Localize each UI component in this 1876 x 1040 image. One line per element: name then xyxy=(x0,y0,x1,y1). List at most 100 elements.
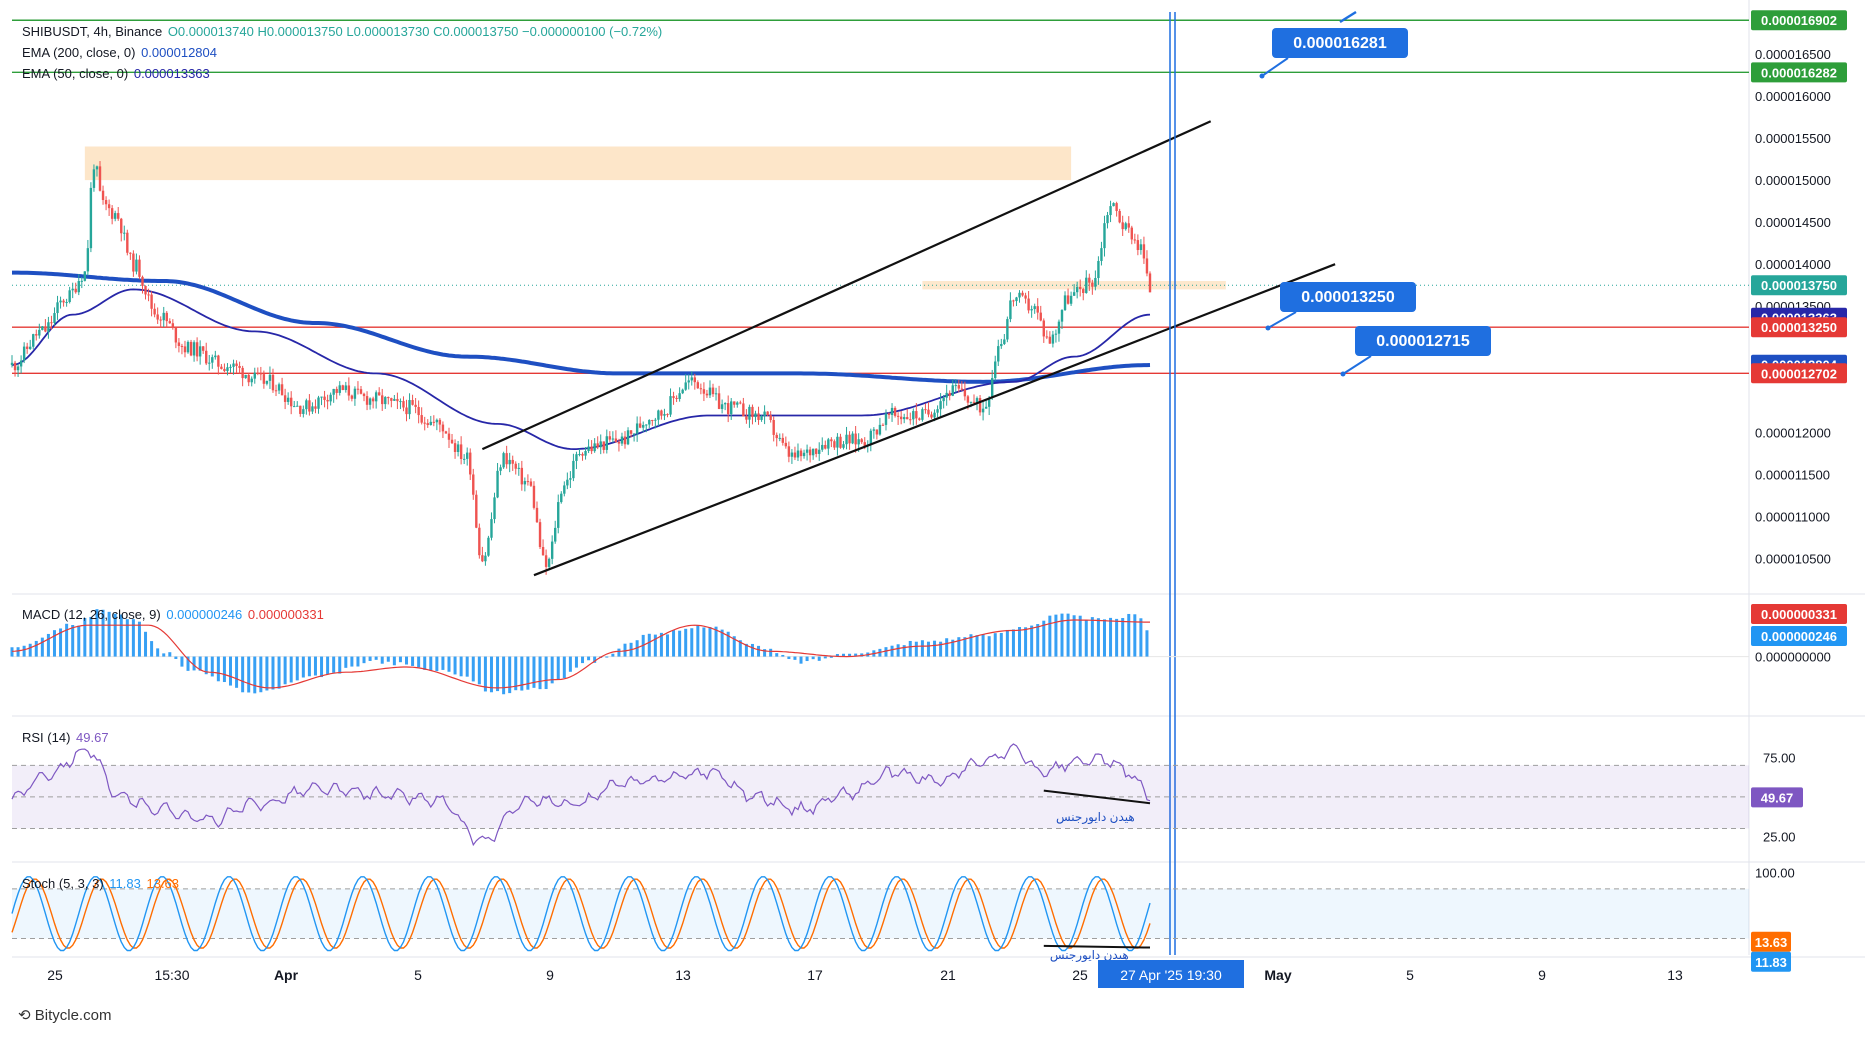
candle-body xyxy=(532,485,536,508)
macd-axis-badge-label: 0.000000331 xyxy=(1761,607,1837,622)
price-axis-badge-label: 0.000016902 xyxy=(1761,13,1837,28)
candle-body xyxy=(101,190,105,201)
callout-pointer xyxy=(1261,57,1289,77)
candle-body xyxy=(1139,244,1143,251)
candle-body xyxy=(699,388,703,390)
macd-histogram-bar xyxy=(702,627,706,657)
macd-histogram-bar xyxy=(1018,627,1022,657)
candle-body xyxy=(174,327,178,343)
candle-body xyxy=(990,378,994,398)
macd-histogram-bar xyxy=(817,656,821,661)
macd-histogram-bar xyxy=(763,649,767,657)
candle-body xyxy=(1118,211,1121,223)
macd-histogram-bar xyxy=(769,648,773,657)
candle-body xyxy=(362,393,366,397)
macd-histogram-bar xyxy=(119,614,123,657)
candle-body xyxy=(323,396,326,400)
time-axis-tick: 9 xyxy=(546,967,554,983)
candle-body xyxy=(614,438,618,442)
stoch-axis-badge xyxy=(1751,931,1791,952)
candle-body xyxy=(581,454,584,456)
candle-body xyxy=(153,308,156,315)
candle-body xyxy=(769,415,772,420)
ema50-value: 0.000013363 xyxy=(133,66,210,81)
candle-body xyxy=(705,393,709,396)
candle-body xyxy=(554,527,557,542)
macd-histogram-bar xyxy=(307,656,311,677)
macd-histogram-bar xyxy=(1030,625,1034,657)
candle-body xyxy=(47,322,50,332)
macd-histogram-bar xyxy=(210,656,214,677)
candle-body xyxy=(587,446,590,452)
candle-body xyxy=(899,416,903,420)
candle-body xyxy=(1036,306,1039,313)
candle-body xyxy=(863,442,866,447)
candle-body xyxy=(232,363,235,367)
candle-body xyxy=(326,399,329,402)
macd-histogram-bar xyxy=(945,638,949,657)
candle-body xyxy=(1051,334,1055,344)
macd-histogram-bar xyxy=(28,643,32,657)
macd-histogram-bar xyxy=(477,656,481,685)
candle-body xyxy=(550,541,554,559)
candle-body xyxy=(1030,309,1033,311)
macd-histogram-bar xyxy=(744,643,748,657)
candle-body xyxy=(754,413,757,418)
candle-body xyxy=(478,527,481,556)
time-axis-tick: May xyxy=(1264,967,1291,983)
candle-body xyxy=(1048,336,1052,344)
candle-body xyxy=(590,446,593,452)
candle-body xyxy=(987,397,991,407)
candle-body xyxy=(1024,295,1027,299)
candle-body xyxy=(535,507,539,523)
macd-histogram-bar xyxy=(1127,613,1131,657)
candle-body xyxy=(44,326,47,332)
candle-body xyxy=(681,389,684,394)
candle-body xyxy=(238,366,241,368)
candle-body xyxy=(833,441,836,448)
candle-body xyxy=(569,478,572,480)
candle-body xyxy=(147,294,150,296)
macd-histogram-bar xyxy=(508,656,512,694)
candle-body xyxy=(371,398,375,402)
macd-legend: MACD (12, 26, close, 9) 0.000000246 0.00… xyxy=(22,607,326,622)
macd-histogram-bar xyxy=(1005,629,1009,657)
candle-body xyxy=(113,213,117,219)
candle-body xyxy=(92,169,96,188)
macd-histogram-bar xyxy=(441,656,445,670)
price-axis-tick: 0.000011500 xyxy=(1755,467,1830,482)
candle-body xyxy=(1103,223,1106,249)
candle-body xyxy=(921,409,924,420)
macd-histogram-bar xyxy=(823,656,827,659)
candle-body xyxy=(723,403,727,405)
candle-body xyxy=(490,519,493,538)
callout-anchor-dot xyxy=(1265,325,1271,331)
candle-body xyxy=(499,467,502,471)
candle-body xyxy=(957,385,961,389)
candle-body xyxy=(966,396,970,403)
macd-histogram-bar xyxy=(1102,619,1106,657)
candle-body xyxy=(742,403,745,417)
symbol-label: SHIBUSDT, 4h, Binance xyxy=(22,24,163,39)
candle-body xyxy=(83,271,87,281)
time-axis-tick: 15:30 xyxy=(154,967,189,983)
candle-body xyxy=(572,460,575,479)
macd-histogram-bar xyxy=(811,656,815,660)
candle-body xyxy=(1097,260,1100,279)
candle-body xyxy=(353,388,357,399)
candle-body xyxy=(1145,258,1149,274)
candle-body xyxy=(356,388,360,390)
crosshair-time-badge xyxy=(1098,960,1244,988)
time-axis-tick: 25 xyxy=(1072,967,1088,983)
macd-histogram-bar xyxy=(374,656,378,660)
macd-histogram-bar xyxy=(890,645,894,657)
candle-body xyxy=(159,319,162,321)
candle-body xyxy=(156,314,159,320)
candle-body xyxy=(778,437,781,439)
candle-body xyxy=(951,385,954,396)
candle-body xyxy=(963,389,967,397)
price-axis-badge xyxy=(1751,10,1847,31)
candle-body xyxy=(311,406,314,412)
